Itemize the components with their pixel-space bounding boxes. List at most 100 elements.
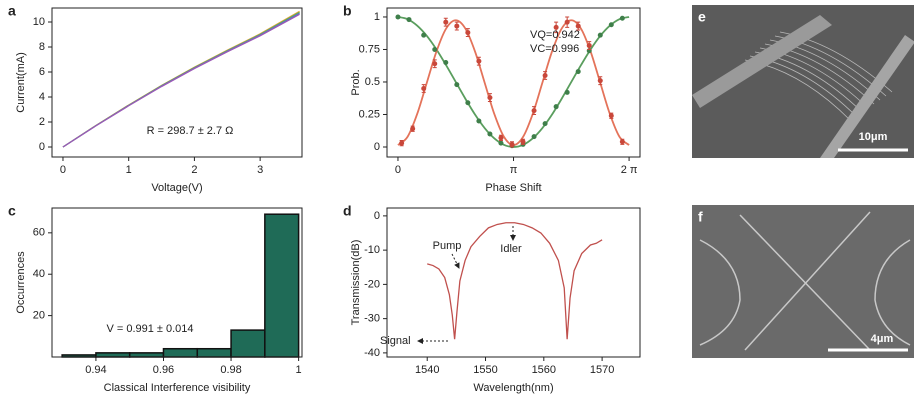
data-point (575, 69, 581, 75)
panel-label: e (698, 9, 706, 25)
histogram-bar (196, 347, 232, 358)
y-tick-label: 8 (39, 41, 45, 53)
data-point (597, 78, 603, 84)
data-point (487, 95, 493, 101)
y-tick-label: 40 (33, 268, 45, 280)
x-axis-label: Phase Shift (485, 182, 541, 194)
data-point (432, 46, 438, 52)
data-point (564, 89, 570, 95)
axes-frame (51, 207, 303, 358)
fit-line (397, 19, 630, 146)
x-tick-label: 0.98 (220, 364, 241, 376)
data-point (443, 59, 449, 65)
x-axis-label: Voltage(V) (151, 182, 202, 194)
annotation: Idler (500, 243, 522, 255)
data-line (427, 222, 603, 340)
data-point (410, 126, 416, 132)
axes-frame (386, 7, 641, 158)
y-axis-label: Occurrences (15, 251, 27, 314)
x-tick-label: 1550 (473, 364, 497, 376)
histogram-bar (95, 352, 131, 358)
x-tick-label: π (510, 164, 518, 176)
y-tick-label: 4 (39, 91, 45, 103)
y-axis-label: Transmission(dB) (350, 240, 362, 326)
y-tick-label: 2 (39, 116, 45, 128)
scale-bar-label: 4μm (871, 333, 894, 345)
data-point (575, 23, 581, 29)
y-tick-label: 20 (33, 310, 45, 322)
data-point (395, 14, 401, 20)
annotation: VQ=0.942 (530, 29, 580, 41)
panel-label: a (8, 3, 16, 19)
sem-image-f (692, 205, 914, 358)
data-point (421, 32, 427, 38)
data-point (553, 104, 559, 110)
data-point (531, 134, 537, 140)
x-axis-label: Wavelength(nm) (473, 382, 553, 394)
annotation: Pump (433, 240, 462, 252)
data-point (406, 17, 412, 23)
data-point (542, 72, 548, 78)
data-point (432, 61, 438, 67)
y-tick-label: -10 (364, 244, 380, 256)
sem-image-e (692, 5, 914, 158)
x-tick-label: 2 (191, 164, 197, 176)
y-tick-label: 0.75 (359, 43, 380, 55)
x-tick-label: 1570 (590, 364, 614, 376)
data-point (553, 24, 559, 30)
data-line (62, 13, 300, 148)
fit-line (397, 16, 630, 148)
y-tick-label: -20 (364, 278, 380, 290)
y-tick-label: 0 (374, 210, 380, 222)
x-tick-label: 0 (60, 164, 66, 176)
data-point (619, 15, 625, 21)
annotation-arrow (451, 253, 460, 269)
y-tick-label: -30 (364, 313, 380, 325)
x-tick-label: 0.94 (85, 364, 106, 376)
panel-label: b (343, 3, 352, 19)
data-point (498, 140, 504, 146)
data-point (608, 113, 614, 119)
data-point (443, 19, 449, 25)
x-tick-label: 1540 (415, 364, 439, 376)
y-tick-label: 0 (374, 141, 380, 153)
histogram-bar (230, 329, 266, 358)
data-point (597, 32, 603, 38)
data-point (465, 30, 471, 36)
x-tick-label: 0 (395, 164, 401, 176)
x-tick-label: 2 π (621, 164, 638, 176)
data-point (454, 82, 460, 88)
y-tick-label: 1 (374, 11, 380, 23)
x-axis-label: Classical Interference visibility (104, 382, 251, 394)
x-tick-label: 0.96 (153, 364, 174, 376)
y-tick-label: 0.5 (365, 76, 380, 88)
x-tick-label: 1560 (532, 364, 556, 376)
data-point (564, 19, 570, 25)
x-tick-label: 1 (296, 364, 302, 376)
data-point (421, 85, 427, 91)
y-tick-label: 10 (33, 16, 45, 28)
axes-frame (51, 7, 303, 158)
annotation: R = 298.7 ± 2.7 Ω (147, 125, 234, 137)
data-point (454, 23, 460, 29)
data-point (586, 43, 592, 49)
data-point (476, 118, 482, 124)
annotation: Signal (380, 335, 411, 347)
histogram-bar (128, 352, 165, 358)
data-point (531, 108, 537, 114)
data-point (476, 58, 482, 64)
data-point (619, 139, 625, 145)
scale-bar-label: 10μm (859, 131, 888, 143)
x-tick-label: 3 (257, 164, 263, 176)
data-point (509, 141, 515, 147)
annotation: VC=0.996 (530, 43, 579, 55)
histogram-bar (162, 347, 199, 358)
y-tick-label: 6 (39, 66, 45, 78)
annotation: V = 0.991 ± 0.014 (106, 323, 193, 335)
y-tick-label: 0 (39, 141, 45, 153)
panel-label: c (8, 203, 16, 219)
x-tick-label: 1 (126, 164, 132, 176)
panel-label: f (698, 209, 703, 225)
data-point (608, 22, 614, 28)
